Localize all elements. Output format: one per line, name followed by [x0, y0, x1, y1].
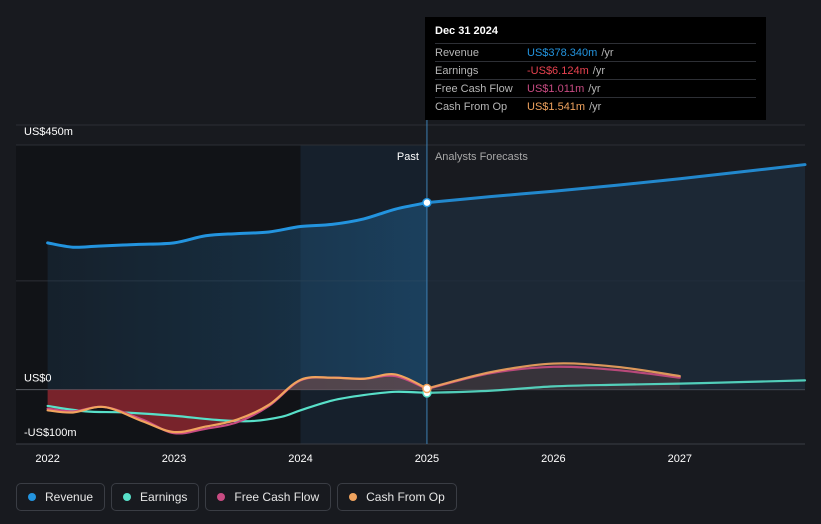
legend-dot-icon: [28, 493, 36, 501]
series-line-cash-from-op-forecast: [425, 362, 681, 390]
x-tick-label: 2024: [288, 453, 312, 465]
past-label: Past: [397, 151, 419, 163]
series-line-cash-from-op: [46, 373, 429, 434]
y-axis-label: US$450m: [24, 126, 73, 138]
data-tooltip: Dec 31 2024 Revenue US$378.340m /yr Earn…: [425, 17, 766, 120]
series-line-revenue: [46, 201, 429, 249]
tooltip-row-name: Cash From Op: [435, 100, 508, 113]
tooltip-row-free-cash-flow: Free Cash Flow US$1.011m /yr: [435, 79, 756, 97]
legend-dot-icon: [349, 493, 358, 501]
y-axis-label: -US$100m: [24, 427, 77, 439]
legend-item-revenue[interactable]: Revenue: [16, 483, 106, 511]
tooltip-row-cash-from-op: Cash From Op US$1.541m /yr: [435, 97, 756, 115]
legend-label: Free Cash Flow: [234, 490, 320, 504]
chart-legend: Revenue Earnings Free Cash Flow Cash Fro…: [16, 483, 457, 511]
tooltip-row-value: US$1.541m: [527, 100, 586, 113]
tooltip-row-name: Revenue: [435, 46, 480, 59]
tooltip-row-value: US$378.340m: [527, 46, 598, 59]
tooltip-row-unit: /yr: [588, 82, 601, 95]
revenue-area: [47, 202, 427, 390]
x-tick-label: 2026: [541, 453, 565, 465]
x-tick-label: 2022: [35, 453, 59, 465]
series-line-earnings-forecast: [425, 379, 807, 394]
legend-dot-icon: [217, 493, 226, 501]
tooltip-row-name: Free Cash Flow: [435, 82, 513, 95]
tooltip-date: Dec 31 2024: [435, 25, 498, 37]
legend-item-earnings[interactable]: Earnings: [111, 483, 200, 511]
data-point-revenue: [422, 197, 432, 208]
tooltip-row-earnings: Earnings -US$6.124m /yr: [435, 61, 756, 79]
legend-item-free-cash-flow[interactable]: Free Cash Flow: [205, 483, 332, 511]
tooltip-row-name: Earnings: [435, 64, 479, 77]
forecast-label: Analysts Forecasts: [435, 151, 528, 163]
tooltip-row-unit: /yr: [601, 46, 614, 59]
tooltip-row-unit: /yr: [589, 100, 602, 113]
tooltip-row-value: -US$6.124m: [527, 64, 589, 77]
legend-label: Cash From Op: [366, 490, 445, 504]
tooltip-row-revenue: Revenue US$378.340m /yr: [435, 43, 756, 61]
tooltip-row-unit: /yr: [592, 64, 605, 77]
x-tick-label: 2023: [162, 453, 186, 465]
x-tick-label: 2027: [668, 453, 692, 465]
legend-label: Revenue: [45, 490, 94, 504]
data-point-cash-from-op: [422, 383, 432, 394]
series-line-revenue-forecast: [425, 163, 807, 205]
legend-item-cash-from-op[interactable]: Cash From Op: [337, 483, 457, 511]
legend-dot-icon: [123, 493, 132, 501]
y-axis-label: US$0: [24, 373, 52, 385]
revenue-forecast-area: [426, 164, 805, 390]
x-tick-label: 2025: [415, 453, 439, 465]
tooltip-row-value: US$1.011m: [527, 82, 585, 95]
legend-label: Earnings: [140, 490, 188, 504]
